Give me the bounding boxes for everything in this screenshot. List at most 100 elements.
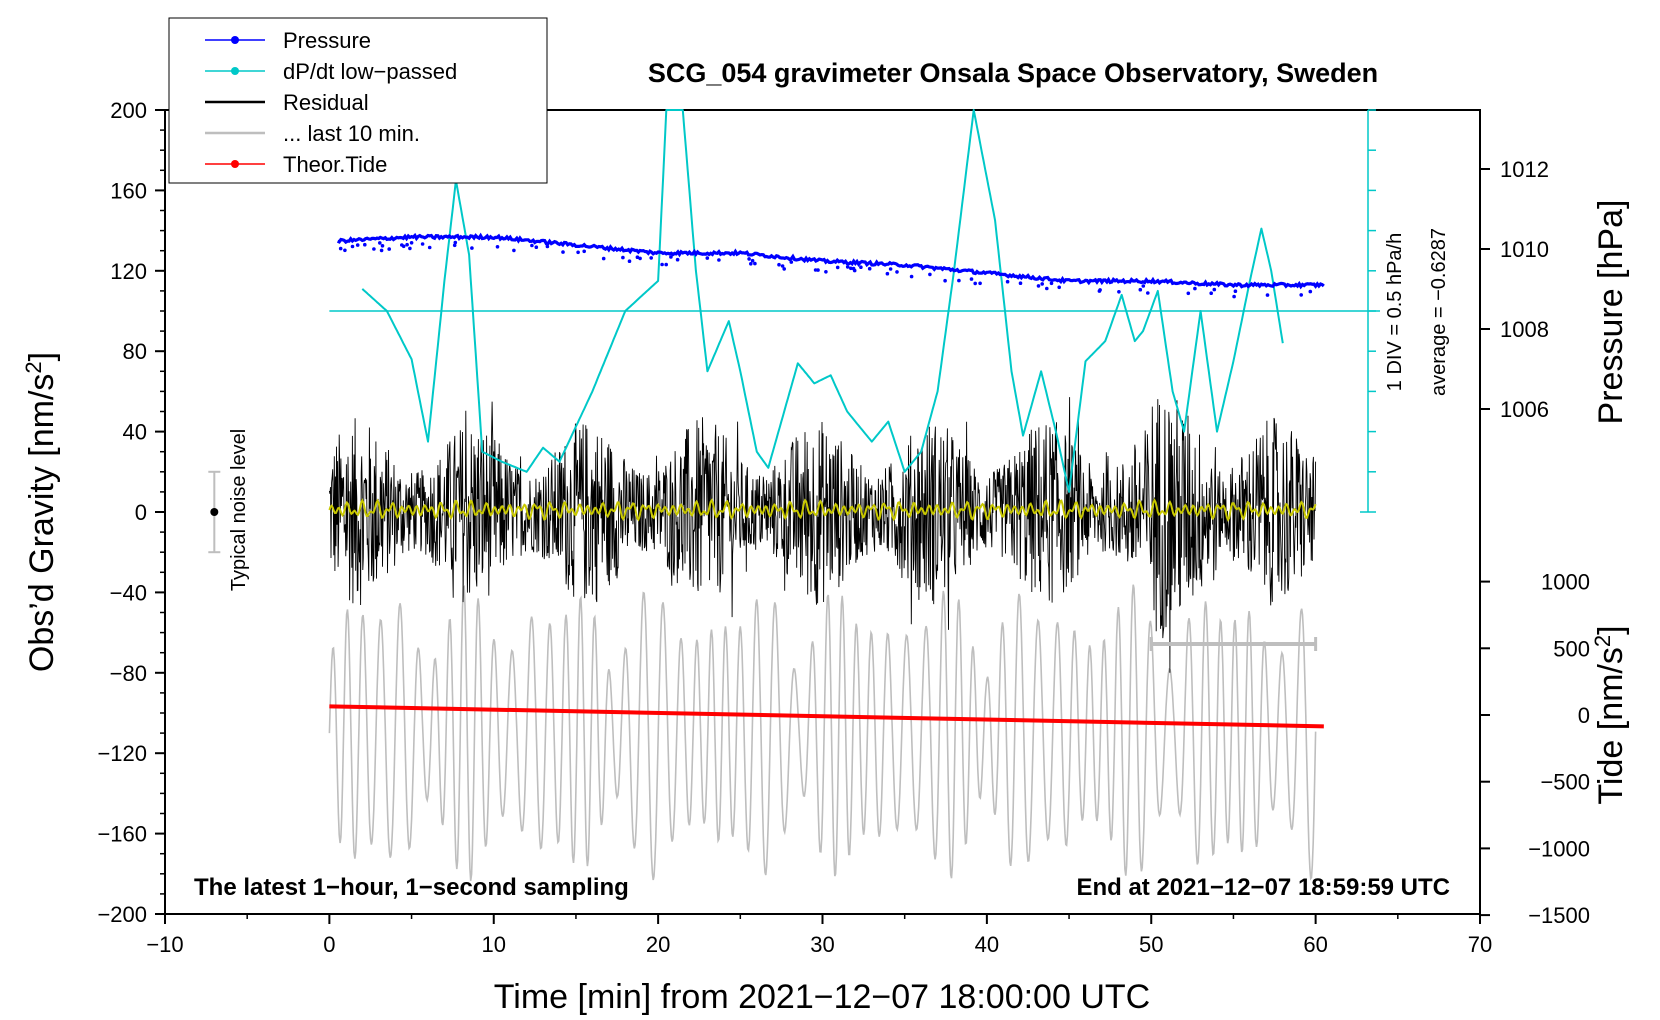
- pressure-point: [1049, 281, 1054, 286]
- y-axis-label-gravity: Obs’d Gravity [nm/s2]: [21, 352, 61, 672]
- pressure-tick-label: 1008: [1500, 317, 1549, 342]
- pressure-point: [789, 260, 794, 264]
- pressure-point: [747, 257, 751, 261]
- pressure-point: [867, 266, 872, 271]
- pressure-point: [649, 256, 653, 260]
- legend-marker: [231, 160, 239, 168]
- y-axis-label-tide-sup: 2: [1590, 635, 1615, 647]
- x-tick-label: 30: [810, 932, 834, 957]
- tide-tick-label: 500: [1553, 636, 1590, 661]
- pressure-point: [401, 244, 406, 249]
- noise-center-dot: [210, 508, 219, 516]
- y-tick-label: −40: [110, 580, 147, 605]
- pressure-point: [1045, 286, 1049, 291]
- pressure-point: [969, 277, 974, 281]
- pressure-point: [909, 274, 914, 279]
- pressure-tick-label: 1006: [1500, 397, 1549, 422]
- dpdt-series: [329, 109, 1380, 513]
- x-tick-label: 0: [323, 932, 335, 957]
- pressure-point: [753, 261, 757, 266]
- pressure-point: [1138, 287, 1143, 292]
- pressure-point: [379, 248, 384, 253]
- pressure-point: [350, 244, 355, 249]
- legend-label: ... last 10 min.: [283, 121, 420, 146]
- pressure-point: [1057, 285, 1061, 290]
- pressure-point: [1117, 290, 1121, 294]
- pressure-point: [380, 244, 385, 248]
- pressure-point: [638, 256, 642, 261]
- pressure-point: [372, 247, 376, 251]
- residual-series: [328, 397, 1317, 673]
- pressure-point: [453, 240, 458, 245]
- y-tick-label: −120: [97, 741, 147, 766]
- noise-level-label: Typical noise level: [228, 429, 250, 591]
- x-tick-label: 40: [975, 932, 999, 957]
- pressure-point: [749, 262, 753, 266]
- pressure-point: [849, 266, 853, 271]
- x-tick-label: 10: [482, 932, 506, 957]
- pressure-point: [675, 257, 680, 262]
- pressure-point: [343, 248, 347, 253]
- pressure-point: [943, 278, 947, 283]
- pressure-point: [705, 256, 710, 260]
- pressure-point: [780, 264, 785, 268]
- pressure-point: [888, 267, 893, 271]
- y-tick-label: 80: [123, 339, 147, 364]
- residual-smooth-line: [328, 498, 1317, 522]
- legend-label: Residual: [283, 90, 369, 115]
- y-axis-label-tide-text: Tide [nm/s: [1592, 647, 1630, 804]
- pressure-point: [859, 265, 863, 270]
- y-tick-label: 160: [110, 178, 147, 203]
- pressure-tick-label: 1012: [1500, 157, 1549, 182]
- y-axis-label-tide: Tide [nm/s2]: [1590, 625, 1630, 804]
- pressure-point: [408, 246, 412, 251]
- pressure-point: [534, 245, 539, 249]
- y-axis-label-pressure: Pressure [hPa]: [1592, 200, 1630, 425]
- pressure-point: [1308, 289, 1313, 294]
- tide-tick-label: −1500: [1528, 903, 1590, 928]
- legend: Pressure dP/dt low−passed Residual ... last…: [168, 17, 548, 184]
- pressure-point: [660, 262, 664, 267]
- pressure-point: [750, 258, 755, 263]
- pressure-point: [782, 267, 786, 271]
- end-time-note: End at 2021−12−07 18:59:59 UTC: [1076, 874, 1450, 901]
- pressure-point: [378, 241, 382, 245]
- pressure-point: [1193, 286, 1197, 291]
- pressure-point: [1005, 279, 1010, 284]
- pressure-point: [576, 250, 580, 255]
- pressure-point: [627, 259, 632, 264]
- pressure-line: [336, 232, 1325, 290]
- pressure-point: [1265, 293, 1270, 297]
- x-tick-label: −10: [146, 932, 183, 957]
- axes: −10 0 10 20 30 40 50 60 70 200 160 120 80 40 0 −40 −80 −1…: [97, 98, 1590, 957]
- pressure-point: [1212, 287, 1217, 292]
- last10-line: [328, 584, 1317, 881]
- dpdt-scale-label: 1 DIV = 0.5 hPa/h: [1384, 233, 1406, 391]
- x-tick-label: 70: [1468, 932, 1492, 957]
- dpdt-average-label: average = −0.6287: [1428, 228, 1450, 396]
- pressure-point: [621, 255, 625, 260]
- y-axis-label-tide-close: ]: [1592, 625, 1630, 634]
- legend-label: dP/dt low−passed: [283, 59, 457, 84]
- pressure-point: [452, 243, 457, 248]
- pressure-point: [1018, 281, 1023, 286]
- decorations: [208, 470, 1318, 651]
- legend-label: Theor.Tide: [283, 152, 387, 177]
- legend-marker: [231, 36, 239, 44]
- last10-series: [328, 584, 1317, 881]
- pressure-point: [405, 242, 409, 247]
- y-tick-label: −200: [97, 902, 147, 927]
- tide-tick-label: 0: [1578, 703, 1590, 728]
- y-tick-label: 120: [110, 259, 147, 284]
- pressure-point: [852, 268, 857, 273]
- pressure-point: [1233, 289, 1238, 294]
- pressure-point: [1186, 291, 1191, 296]
- pressure-point: [635, 255, 640, 259]
- y-tick-label: −160: [97, 822, 147, 847]
- x-tick-label: 50: [1139, 932, 1163, 957]
- tide-tick-label: −1000: [1528, 836, 1590, 861]
- pressure-point: [545, 244, 550, 249]
- pressure-point: [664, 262, 668, 267]
- pressure-point: [885, 271, 890, 276]
